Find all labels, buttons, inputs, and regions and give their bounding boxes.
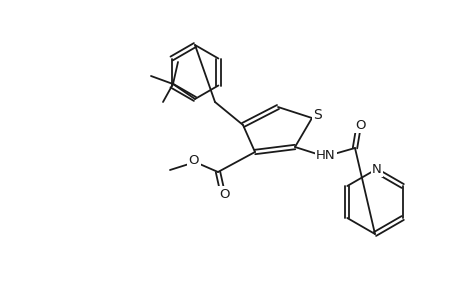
- Text: S: S: [313, 108, 322, 122]
- Text: N: N: [371, 163, 381, 176]
- Text: O: O: [355, 118, 365, 131]
- Text: O: O: [188, 154, 199, 166]
- Text: HN: HN: [315, 148, 335, 161]
- Text: O: O: [219, 188, 230, 200]
